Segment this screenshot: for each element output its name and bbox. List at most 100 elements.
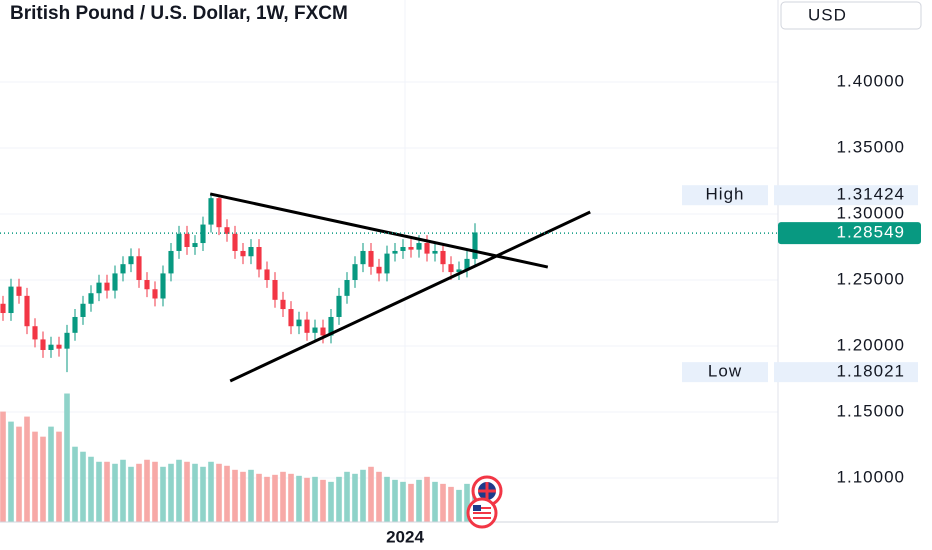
candle-body <box>456 269 462 273</box>
chart-title: British Pound / U.S. Dollar, 1W, FXCM <box>10 3 348 24</box>
candle-body <box>152 289 158 299</box>
volume-bar <box>8 421 14 522</box>
candle-body <box>184 233 190 248</box>
volume-bar <box>440 483 446 522</box>
price-label-box <box>682 362 768 383</box>
volume-bar <box>408 483 414 522</box>
volume-bar <box>376 471 382 522</box>
candle-body <box>416 243 422 250</box>
volume-bar <box>160 466 166 522</box>
volume-bar <box>272 474 278 522</box>
candle-body <box>384 253 390 274</box>
currency-box[interactable] <box>780 1 922 30</box>
candle-body <box>56 344 62 349</box>
candle-body <box>96 282 102 294</box>
candle-body <box>128 256 134 265</box>
volume-bar <box>152 461 158 522</box>
volume-bar <box>392 479 398 522</box>
candle-body <box>192 243 198 248</box>
y-tick-label: 1.25000 <box>837 269 905 288</box>
candle-body <box>272 280 278 300</box>
candle-body <box>464 258 470 270</box>
candle-body <box>320 327 326 336</box>
candle-body <box>256 247 262 270</box>
volume-bar <box>448 486 454 522</box>
price-label-value: 1.31424 <box>837 185 905 204</box>
y-tick-label: 1.10000 <box>837 468 905 487</box>
candle-body <box>120 264 126 274</box>
last-price-label: 1.28549 <box>837 223 905 242</box>
volume-bar <box>456 489 462 522</box>
candle-body <box>208 198 214 225</box>
candle-body <box>232 233 238 251</box>
volume-bar <box>264 476 270 522</box>
candle-body <box>64 332 70 349</box>
volume-bar <box>384 476 390 522</box>
candle-body <box>160 273 166 299</box>
volume-bar <box>240 471 246 522</box>
price-value-box <box>774 185 918 206</box>
price-label-value: 1.18021 <box>837 362 905 381</box>
candle-body <box>72 316 78 333</box>
candle-body <box>240 250 246 257</box>
volume-bar <box>32 431 38 522</box>
volume-bar <box>16 426 22 522</box>
candle-body <box>88 293 94 304</box>
volume-bar <box>248 469 254 522</box>
currency: USD <box>808 5 847 24</box>
volume-layer <box>0 393 478 522</box>
us-canton <box>473 505 481 511</box>
volume-bar <box>40 436 46 522</box>
volume-bar <box>328 481 334 522</box>
flag-icons <box>466 475 503 529</box>
candle-body <box>360 250 366 265</box>
candle-body <box>288 309 294 327</box>
candle-body <box>80 303 86 317</box>
volume-bar <box>72 446 78 522</box>
candle-body <box>136 256 142 281</box>
volume-bar <box>360 469 366 522</box>
volume-bar <box>432 481 438 522</box>
candle-body <box>328 316 334 336</box>
candle-body <box>400 247 406 251</box>
candle-body <box>392 250 398 254</box>
volume-bar <box>200 466 206 522</box>
volume-bar <box>192 463 198 522</box>
volume-bar <box>336 476 342 522</box>
candle-body <box>408 247 414 250</box>
volume-bar <box>128 466 134 522</box>
x-tick-label: 2024 <box>386 527 424 546</box>
y-tick-label: 1.30000 <box>837 203 905 222</box>
candle-body <box>368 250 374 267</box>
volume-bar <box>288 473 294 522</box>
axis-layer: 1.10000 1.15000 1.20000 1.25000 1.30000 1.350… <box>386 71 921 546</box>
volume-bar <box>80 451 86 522</box>
volume-bar <box>320 479 326 522</box>
candle-body <box>176 233 182 251</box>
candle-body <box>264 269 270 281</box>
candle-body <box>0 303 6 314</box>
volume-bar <box>136 463 142 522</box>
candle-body <box>280 299 286 310</box>
volume-bar <box>224 465 230 522</box>
candle-body <box>352 264 358 281</box>
drawings-layer <box>0 192 778 383</box>
volume-bar <box>304 477 310 522</box>
volume-bar <box>232 469 238 522</box>
candle-body <box>248 247 254 257</box>
candle-body <box>32 326 38 340</box>
candle-body <box>440 250 446 265</box>
candle-body <box>40 339 46 350</box>
volume-bar <box>256 473 262 522</box>
candles-layer <box>0 195 478 373</box>
candle-body <box>312 327 318 333</box>
volume-bar <box>464 483 470 522</box>
volume-bar <box>400 481 406 522</box>
volume-bar <box>168 463 174 522</box>
volume-bar <box>0 411 6 522</box>
candle-body <box>216 198 222 228</box>
volume-bar <box>424 476 430 522</box>
volume-bar <box>368 466 374 522</box>
